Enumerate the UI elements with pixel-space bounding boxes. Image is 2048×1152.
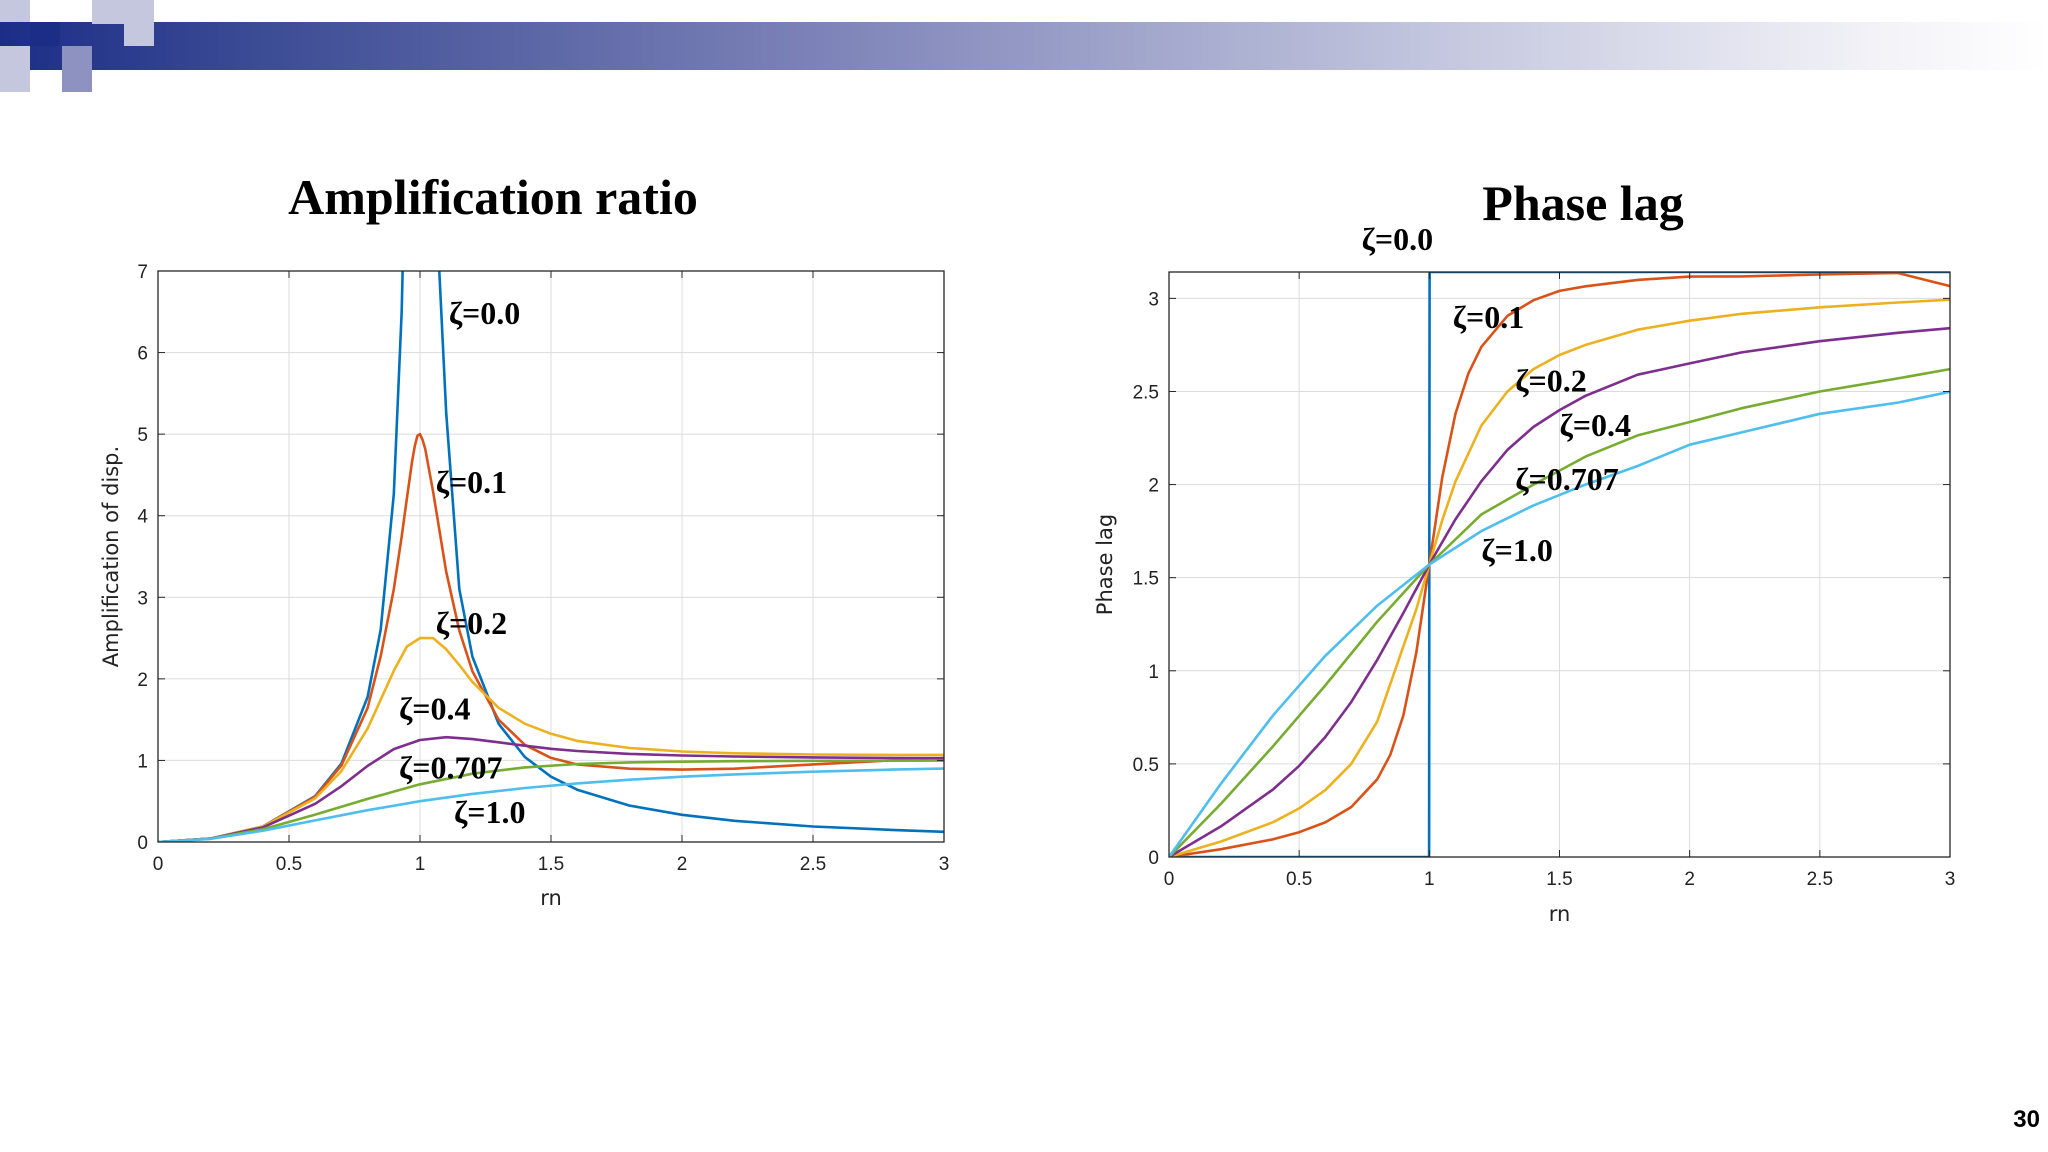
chart0-x-tick-label: 2.5: [800, 854, 826, 875]
chart1-zeta-annotation: ζ=0.1: [1453, 299, 1524, 335]
header-square-mid: [62, 70, 92, 92]
header-square-dark: [30, 22, 60, 46]
chart1-zeta-annotation: ζ=0.707: [1515, 461, 1618, 497]
chart0-series-line-zeta-0-2: [158, 636, 944, 842]
chart1-series-line-zeta-0-4: [1169, 326, 1950, 857]
chart1-series-line-zeta-1: [1169, 390, 1950, 857]
chart0-x-axis-label: rn: [540, 886, 562, 910]
chart0-y-tick-label: 0: [137, 833, 148, 854]
chart0-x-tick-label: 2: [677, 854, 688, 875]
chart0-zeta-annotation: ζ=0.1: [436, 464, 507, 500]
chart1-y-tick-label: 2: [1148, 476, 1159, 497]
chart1-x-tick-label: 2: [1684, 869, 1695, 890]
chart1-x-tick-label: 0.5: [1286, 869, 1312, 890]
chart1-series-line-zeta-0-2: [1169, 298, 1950, 857]
chart1-zeta-annotation: ζ=0.4: [1560, 407, 1631, 443]
page-number: 30: [2013, 1106, 2040, 1133]
header-square-light: [0, 46, 30, 92]
chart1-zeta-annotation: ζ=1.0: [1481, 532, 1552, 568]
chart1-series-line-zeta-0-707: [1169, 367, 1950, 857]
chart0-x-tick-label: 1.5: [538, 854, 564, 875]
chart1-x-tick-label: 3: [1945, 869, 1956, 890]
chart1-x-axis-label: rn: [1549, 902, 1571, 926]
chart0-series-line-zeta-0-707: [158, 759, 944, 842]
chart0-y-tick-label: 2: [137, 670, 148, 691]
header-gradient-band: [0, 22, 2048, 70]
chart0-zeta-annotation: ζ=0.2: [436, 605, 507, 641]
chart0-y-axis-label: Amplification of disp.: [99, 446, 123, 667]
chart0-x-tick-label: 3: [939, 854, 950, 875]
chart0-zeta-annotation: ζ=0.707: [399, 749, 502, 785]
chart1-y-tick-label: 0: [1148, 848, 1159, 869]
chart1-x-tick-label: 0: [1164, 869, 1175, 890]
chart0-series-line-zeta-0-4: [158, 735, 944, 842]
chart-title-phase-lag: Phase lag: [1482, 175, 1684, 231]
chart1-x-tick-label: 1.5: [1546, 869, 1572, 890]
chart0-y-tick-label: 1: [137, 751, 148, 772]
header-square-light: [124, 24, 154, 46]
header-square-light: [0, 0, 30, 22]
chart0-x-tick-label: 0.5: [276, 854, 302, 875]
chart1-y-tick-label: 1.5: [1133, 569, 1159, 590]
chart0-zeta-annotation: ζ=0.0: [449, 295, 520, 331]
chart1-x-tick-label: 1: [1424, 869, 1435, 890]
chart0-series-line-zeta-0-1: [158, 432, 944, 842]
chart0-y-tick-label: 7: [137, 262, 148, 283]
chart0-zeta-annotation: ζ=1.0: [454, 794, 525, 830]
header-square-mid: [62, 46, 92, 70]
chart0-series-line-zeta-1: [158, 767, 944, 842]
chart1-zeta-annotation: ζ=0.0: [1362, 221, 1433, 257]
chart0-y-tick-label: 6: [137, 344, 148, 365]
chart0-x-tick-label: 0: [153, 854, 164, 875]
chart1-y-tick-label: 3: [1148, 289, 1159, 310]
chart0-y-tick-label: 5: [137, 425, 148, 446]
chart1-zeta-annotation: ζ=0.2: [1515, 362, 1586, 398]
header-square-light: [92, 0, 154, 24]
chart1-y-tick-label: 1: [1148, 662, 1159, 683]
chart0-zeta-annotation: ζ=0.4: [399, 691, 470, 727]
chart0-y-tick-label: 4: [137, 507, 148, 528]
chart1-y-axis-label: Phase lag: [1093, 514, 1117, 615]
chart0-y-tick-label: 3: [137, 588, 148, 609]
chart1-x-tick-label: 2.5: [1807, 869, 1833, 890]
chart1-y-tick-label: 0.5: [1133, 755, 1159, 776]
chart1-y-tick-label: 2.5: [1133, 382, 1159, 403]
chart0-x-tick-label: 1: [415, 854, 426, 875]
chart-title-amplification: Amplification ratio: [288, 169, 698, 225]
